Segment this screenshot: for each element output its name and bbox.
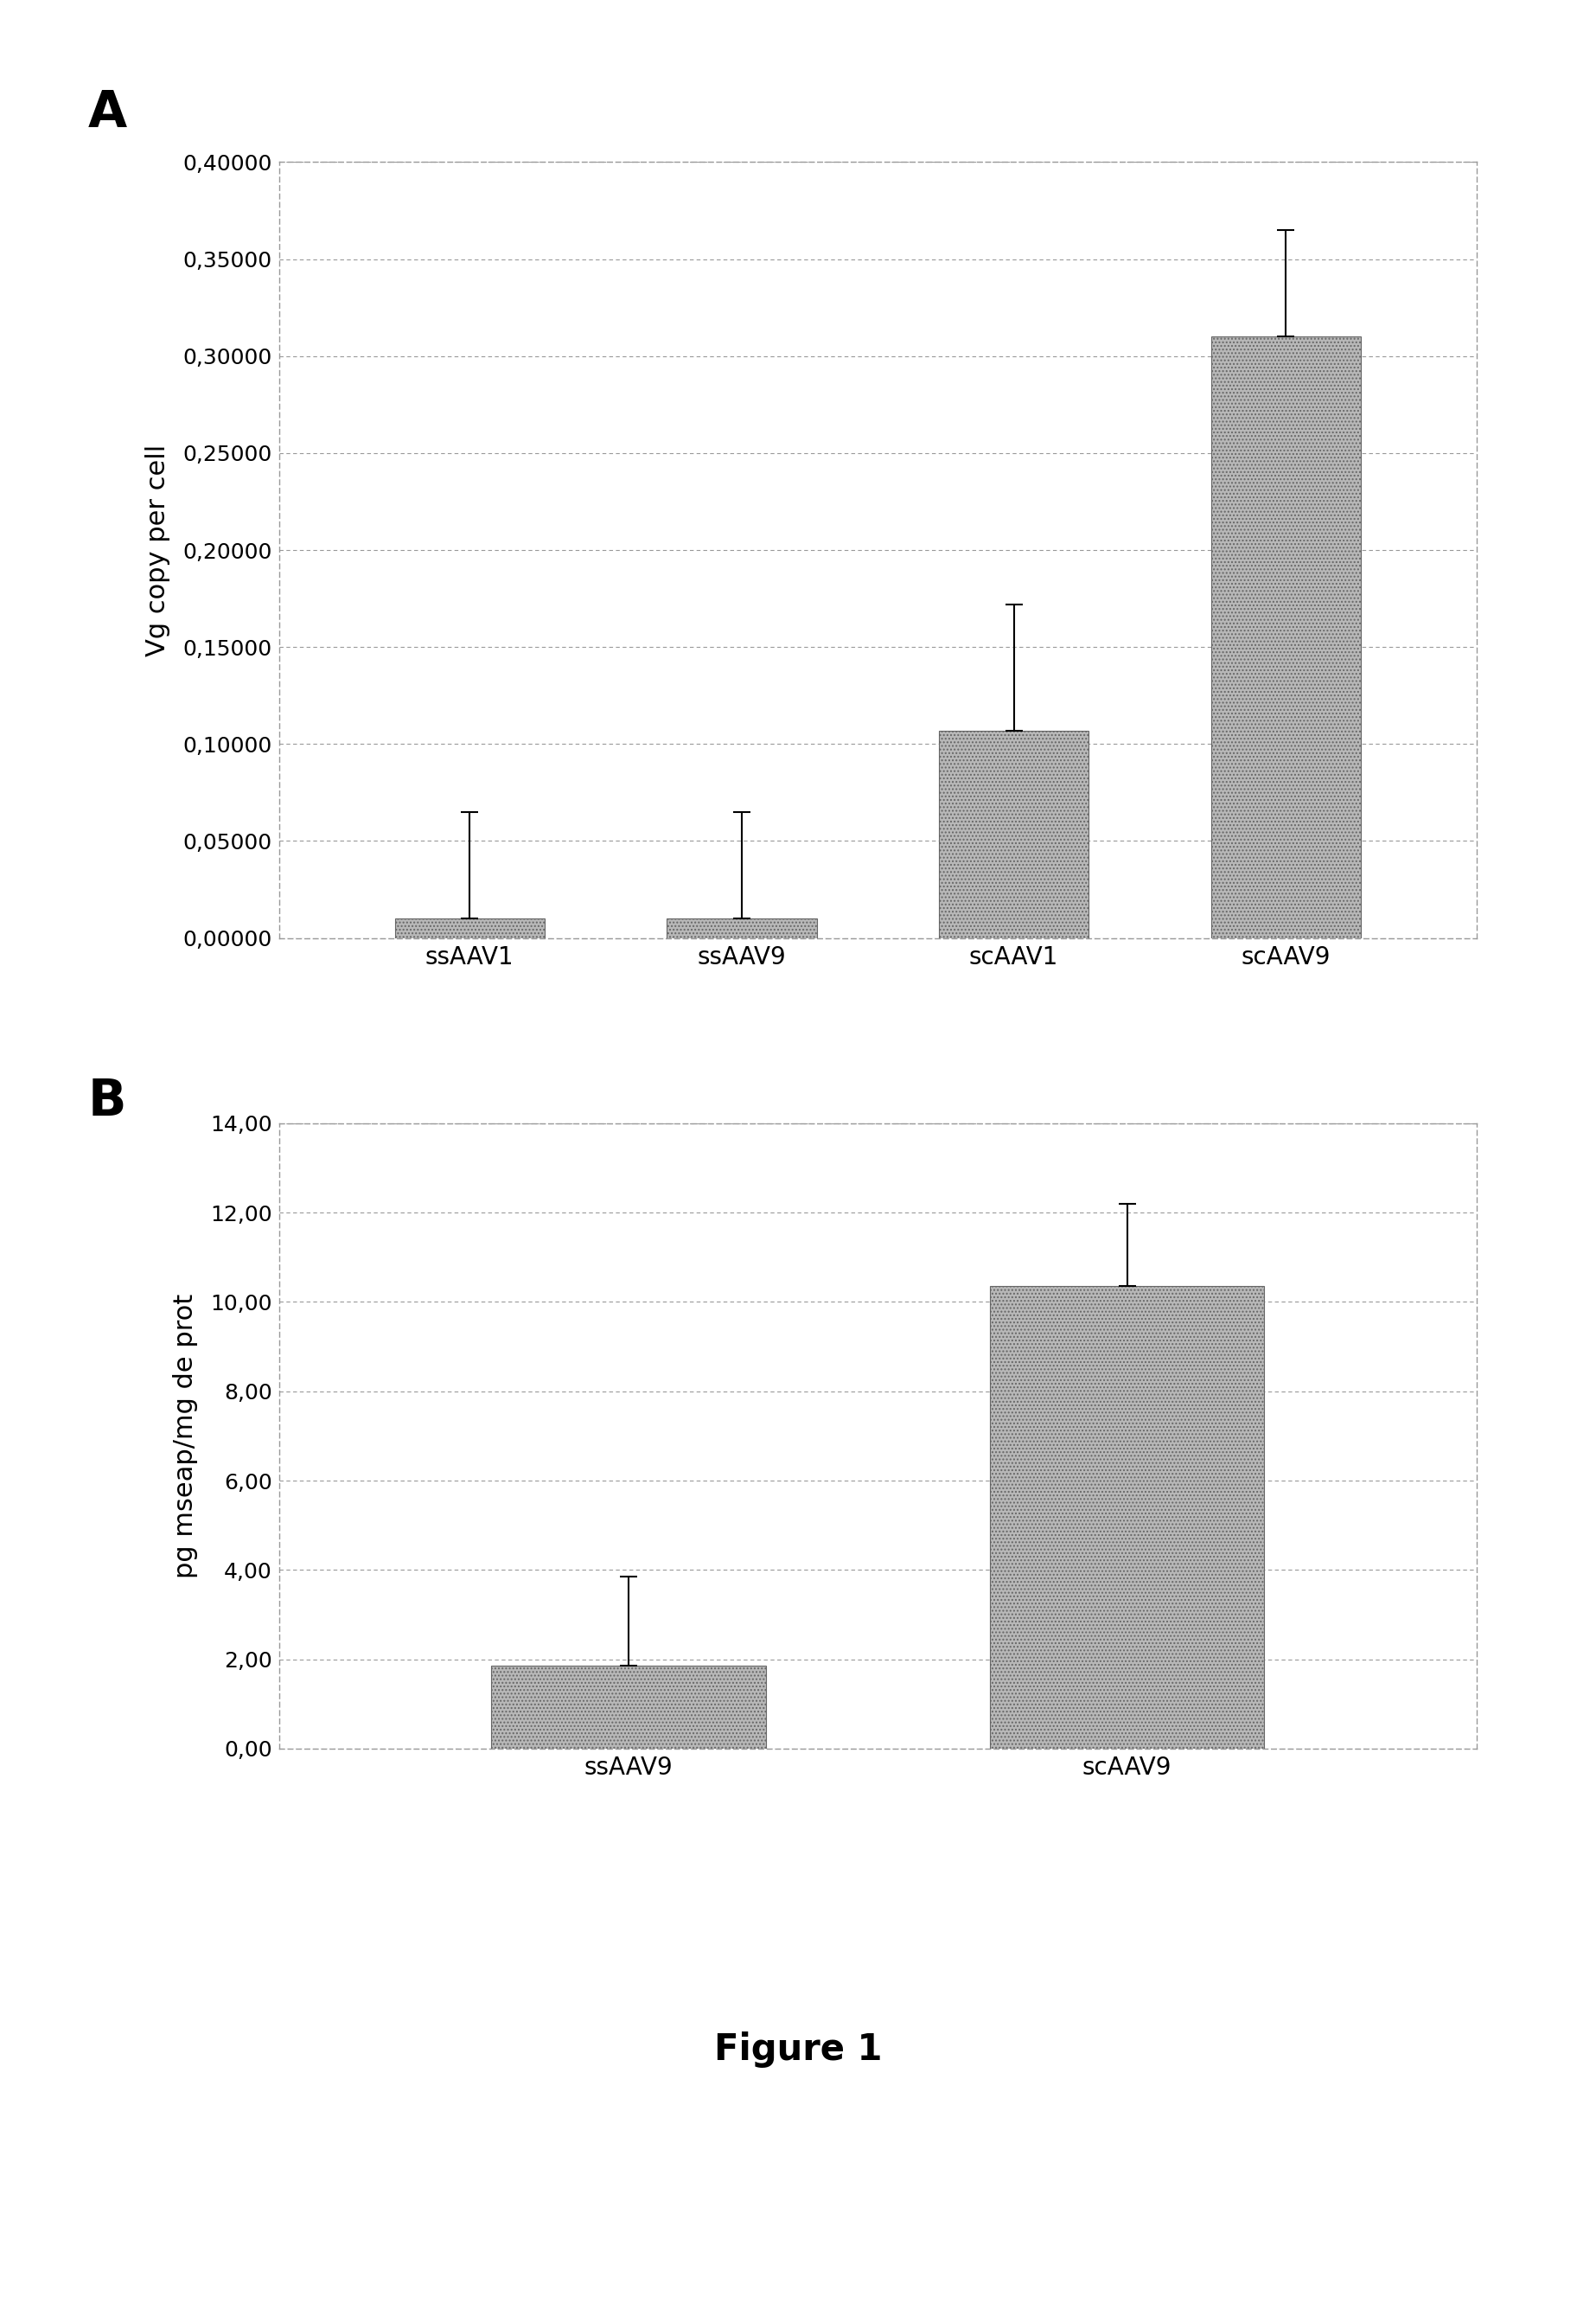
Bar [1211,336,1361,938]
Bar [667,919,817,938]
Text: A: A [88,88,126,137]
Y-axis label: pg mseap/mg de prot: pg mseap/mg de prot [172,1295,198,1577]
Bar [990,1285,1264,1749]
Text: B: B [88,1077,126,1126]
Bar [394,919,544,938]
Bar [938,730,1088,938]
Bar [492,1665,766,1749]
Y-axis label: Vg copy per cell: Vg copy per cell [145,445,171,655]
Text: Figure 1: Figure 1 [713,2031,883,2068]
